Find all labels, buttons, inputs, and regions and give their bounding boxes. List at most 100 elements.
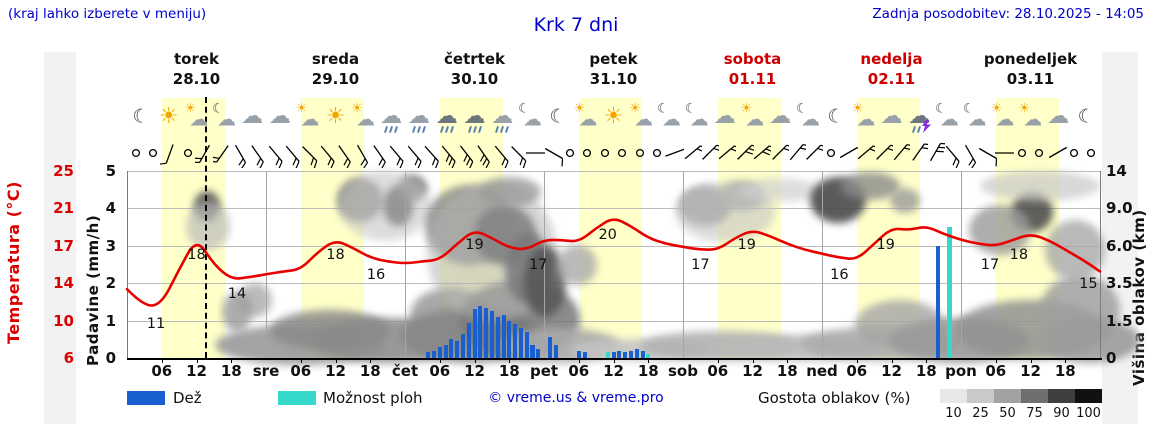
weather-icon-sun-cloud: ☀ ☁ (294, 100, 322, 134)
x-tick-label: 06 (568, 362, 590, 380)
grid-line-h (127, 208, 1100, 210)
precip-bar (536, 348, 541, 358)
day-header-date: 01.11 (728, 70, 777, 88)
temp-point-label: 19 (737, 237, 756, 254)
x-tick-mark (161, 358, 163, 363)
weather-icon-moon-cloud: ☾ ☁ (516, 100, 544, 134)
day-abbr-label: ned (806, 362, 838, 380)
precip-bar (634, 348, 639, 358)
precip-bar (426, 352, 431, 358)
wind-calm-icon (149, 148, 158, 158)
header-hint: (kraj lahko izberete v meniju) (8, 6, 207, 22)
cloud-blob (1045, 220, 1105, 280)
rain-streak (384, 125, 389, 134)
wind-barb-icon (407, 145, 422, 168)
precip-bar (437, 346, 442, 358)
wind-barb-icon (526, 152, 546, 154)
sun-icon: ☀ (851, 101, 864, 117)
day-header-name: sreda (311, 50, 360, 68)
sun-icon: ☀ (295, 101, 308, 117)
rain-cloud-icon: ☁ (435, 104, 458, 129)
density-scale-cell (994, 389, 1021, 403)
wind-barb-icon (946, 145, 960, 168)
precip-bar (617, 350, 622, 358)
weather-icon-rain: ☁ (461, 100, 489, 134)
moon-icon: ☾ (962, 101, 975, 117)
x-tick-mark (370, 358, 372, 363)
shower-bar (646, 353, 651, 358)
wind-barb-icon (911, 143, 928, 161)
cloud-blob (557, 245, 597, 285)
temp-point-label: 11 (146, 315, 166, 332)
precip-bar (460, 333, 466, 358)
wind-barb-icon (839, 146, 859, 159)
temp-point-label: 17 (691, 256, 710, 273)
wind-barb-icon (320, 145, 335, 168)
density-scale-cell (1048, 389, 1075, 403)
wind-calm-icon (1069, 148, 1078, 158)
precip-bar (472, 309, 477, 358)
wind-calm-icon (600, 148, 609, 158)
wind-calm-icon (826, 148, 835, 158)
rain-streak (394, 125, 399, 134)
rain-streak (917, 125, 922, 134)
wind-calm-icon (1087, 148, 1096, 158)
cloud-icon: ☁ (1023, 108, 1043, 131)
x-tick-mark (300, 358, 302, 363)
x-tick-mark (856, 358, 858, 363)
grid-line-h (127, 283, 1100, 285)
weather-icon-sun-cloud: ☀ ☁ (627, 100, 655, 134)
cloud-icon: ☁ (689, 108, 709, 131)
wind-calm-icon (131, 148, 140, 158)
density-tick-label: 25 (972, 406, 989, 421)
cloud-icon: ☁ (300, 108, 320, 131)
weather-icon-moon-cloud: ☾ ☁ (933, 100, 961, 134)
x-tick-mark (439, 358, 441, 363)
moon-icon: ☾ (518, 101, 530, 117)
weather-icon-moon-cloud: ☾ ☁ (794, 100, 822, 134)
weather-icon-sun: ☀ (600, 100, 628, 134)
density-scale-cell (1021, 389, 1048, 403)
cloud-blob (479, 177, 541, 207)
rain-streak (912, 125, 917, 134)
grid-line-day (961, 171, 962, 358)
day-header-date: 31.10 (589, 70, 638, 88)
precip-bar (484, 307, 489, 358)
day-abbr-label: pet (529, 362, 559, 380)
wind-barb-icon (1048, 146, 1067, 159)
weather-icon-cloud: ☁ (878, 100, 906, 134)
day-header-date: 30.10 (450, 70, 499, 88)
precip-bar (513, 324, 518, 358)
day-abbr-label: pon (945, 362, 977, 380)
weather-icon-moon-cloud: ☾ ☁ (210, 100, 238, 134)
temp-point-label: 17 (528, 256, 548, 273)
wind-calm-icon (1017, 148, 1026, 158)
temp-axis-tick: 25 (53, 162, 74, 180)
rain-streak (389, 125, 394, 134)
wind-barb-icon (893, 143, 911, 161)
weather-icon-cloud-rain: ☁ (405, 100, 433, 134)
x-tick-mark (578, 358, 580, 363)
precip-axis-tick: 4 (105, 199, 116, 218)
wind-barb-icon (424, 145, 440, 168)
cloud-icon: ☁ (522, 108, 542, 131)
precip-bar (582, 352, 587, 358)
cloud-icon: ☁ (880, 104, 903, 129)
wind-barb-icon (302, 146, 318, 168)
cloud-icon: ☁ (967, 108, 987, 131)
wind-barb-icon (390, 145, 404, 168)
cloud-icon: ☁ (407, 104, 430, 129)
x-tick-mark (1030, 358, 1032, 363)
precip-axis-tick: 5 (105, 162, 116, 180)
cloud-icon: ☁ (856, 108, 876, 131)
wind-barb-icon (964, 144, 976, 168)
wind-calm-icon (618, 148, 627, 158)
wind-calm-icon (583, 148, 592, 158)
x-tick-label: 18 (1054, 362, 1076, 380)
moon-icon: ☾ (796, 101, 808, 117)
lightning-icon (922, 120, 932, 133)
rain-streak (505, 125, 510, 134)
rain-streak (411, 125, 416, 134)
